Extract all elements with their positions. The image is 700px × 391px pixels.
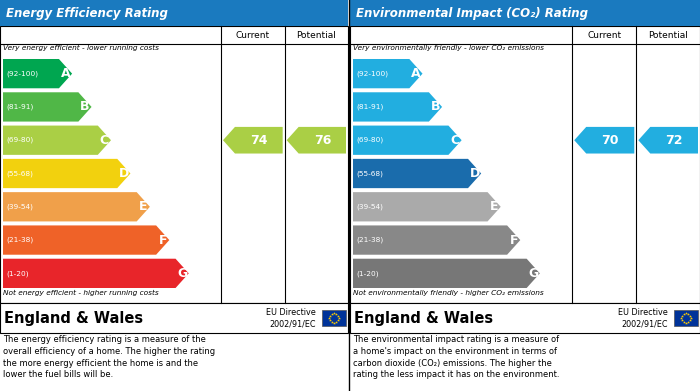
Bar — [350, 26, 700, 303]
Bar — [674, 310, 698, 326]
Polygon shape — [353, 226, 520, 255]
Text: E: E — [139, 200, 148, 213]
Text: E: E — [490, 200, 498, 213]
Polygon shape — [638, 127, 698, 154]
Text: 76: 76 — [314, 134, 331, 147]
Text: A: A — [411, 67, 421, 80]
Text: (39-54): (39-54) — [6, 204, 33, 210]
Text: G: G — [177, 267, 188, 280]
Bar — [0, 26, 348, 303]
Polygon shape — [3, 126, 111, 155]
Text: (21-38): (21-38) — [356, 237, 384, 243]
Bar — [350, 0, 700, 26]
Bar — [0, 0, 348, 26]
Text: G: G — [528, 267, 538, 280]
Text: Not environmentally friendly - higher CO₂ emissions: Not environmentally friendly - higher CO… — [353, 290, 544, 296]
Polygon shape — [353, 59, 423, 88]
Text: B: B — [430, 100, 440, 113]
Text: B: B — [80, 100, 90, 113]
Polygon shape — [353, 159, 481, 188]
Text: (21-38): (21-38) — [6, 237, 34, 243]
Polygon shape — [353, 259, 540, 288]
Text: Not energy efficient - higher running costs: Not energy efficient - higher running co… — [3, 290, 159, 296]
Polygon shape — [3, 92, 92, 122]
Text: England & Wales: England & Wales — [354, 310, 493, 325]
Text: The environmental impact rating is a measure of
a home's impact on the environme: The environmental impact rating is a mea… — [353, 335, 559, 379]
Polygon shape — [3, 59, 72, 88]
Polygon shape — [574, 127, 634, 154]
Polygon shape — [3, 192, 150, 221]
Polygon shape — [287, 127, 346, 154]
Text: (55-68): (55-68) — [356, 170, 383, 177]
Bar — [0, 303, 348, 333]
Text: Very environmentally friendly - lower CO₂ emissions: Very environmentally friendly - lower CO… — [353, 45, 544, 51]
Polygon shape — [353, 192, 500, 221]
Text: Current: Current — [587, 30, 622, 39]
Text: Energy Efficiency Rating: Energy Efficiency Rating — [6, 7, 168, 20]
Text: 70: 70 — [601, 134, 619, 147]
Text: (69-80): (69-80) — [6, 137, 34, 143]
Text: EU Directive
2002/91/EC: EU Directive 2002/91/EC — [266, 308, 316, 328]
Polygon shape — [353, 126, 461, 155]
Polygon shape — [3, 226, 169, 255]
Polygon shape — [3, 159, 130, 188]
Bar — [322, 310, 346, 326]
Text: (92-100): (92-100) — [356, 70, 388, 77]
Text: (81-91): (81-91) — [6, 104, 34, 110]
Text: Potential: Potential — [648, 30, 688, 39]
Text: C: C — [100, 134, 109, 147]
Text: Potential: Potential — [296, 30, 336, 39]
Polygon shape — [3, 259, 189, 288]
Text: (69-80): (69-80) — [356, 137, 384, 143]
Text: F: F — [510, 233, 518, 247]
Text: The energy efficiency rating is a measure of the
overall efficiency of a home. T: The energy efficiency rating is a measur… — [3, 335, 215, 379]
Text: (1-20): (1-20) — [356, 270, 379, 276]
Text: C: C — [451, 134, 460, 147]
Bar — [350, 303, 700, 333]
Text: (55-68): (55-68) — [6, 170, 33, 177]
Text: A: A — [61, 67, 70, 80]
Text: Current: Current — [236, 30, 270, 39]
Text: (81-91): (81-91) — [356, 104, 384, 110]
Text: England & Wales: England & Wales — [4, 310, 143, 325]
Text: EU Directive
2002/91/EC: EU Directive 2002/91/EC — [618, 308, 668, 328]
Polygon shape — [353, 92, 442, 122]
Text: 74: 74 — [250, 134, 267, 147]
Text: Environmental Impact (CO₂) Rating: Environmental Impact (CO₂) Rating — [356, 7, 588, 20]
Text: D: D — [470, 167, 480, 180]
Text: Very energy efficient - lower running costs: Very energy efficient - lower running co… — [3, 45, 159, 51]
Polygon shape — [223, 127, 283, 154]
Text: D: D — [119, 167, 129, 180]
Text: (92-100): (92-100) — [6, 70, 38, 77]
Text: (39-54): (39-54) — [356, 204, 383, 210]
Text: 72: 72 — [666, 134, 683, 147]
Text: (1-20): (1-20) — [6, 270, 29, 276]
Text: F: F — [158, 233, 167, 247]
